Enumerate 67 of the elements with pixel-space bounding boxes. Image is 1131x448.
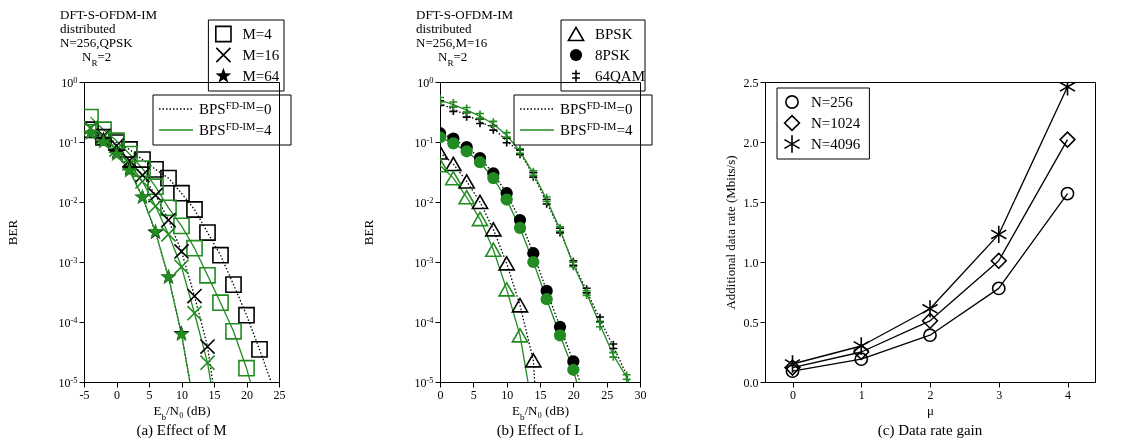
y-tick-label: 10$^{-5}$ <box>414 375 434 390</box>
text: distributed <box>60 21 117 36</box>
x-tick-label: 30 <box>634 387 647 402</box>
x-axis-title: E$_{b}$/N₀ (dB) <box>153 402 211 422</box>
y-tick-label: 10$^{-5}$ <box>58 375 78 390</box>
x-tick-label: 10 <box>176 387 188 402</box>
y-tick-label: 10$^{0}$ <box>61 75 78 90</box>
legend-label: N=1024 <box>811 115 861 131</box>
y-tick-label: 2.5 <box>743 75 759 90</box>
x-axis-title: E$_{b}$/N₀ (dB) <box>511 402 570 422</box>
y-tick-label: 1.0 <box>743 255 759 270</box>
legend-label: 64QAM <box>595 68 646 84</box>
text: (b) Effect of L <box>496 422 584 439</box>
legend-label: N=256 <box>811 94 854 110</box>
y-tick-label: 10$^{-3}$ <box>414 255 434 270</box>
x-tick-label: 5 <box>146 387 153 402</box>
y-tick-label: 10$^{-3}$ <box>58 255 78 270</box>
x-axis-title: μ <box>927 402 935 418</box>
x-tick-label: 20 <box>567 387 580 402</box>
text: N$_{R}$=2 <box>82 49 112 68</box>
x-tick-label: 15 <box>534 387 547 402</box>
legend-label: N=4096 <box>811 136 861 152</box>
y-tick-label: 10$^{-4}$ <box>58 315 79 330</box>
legend-label: BPS$^{FD-IM}$=0 <box>199 99 272 117</box>
y-tick-label: 2.0 <box>743 135 759 150</box>
x-tick-label: 10 <box>501 387 514 402</box>
text: DFT-S-OFDM-IM <box>60 7 158 22</box>
legend-label: M=64 <box>242 68 280 84</box>
y-tick-label: 0.5 <box>743 315 759 330</box>
x-tick-label: 0 <box>437 387 444 402</box>
y-axis-title: BER <box>5 219 21 246</box>
y-tick-label: 10$^{-2}$ <box>414 195 434 210</box>
legend-label: M=16 <box>242 47 280 63</box>
x-tick-label: 15 <box>208 387 221 402</box>
text: (a) Effect of M <box>136 422 227 439</box>
x-tick-label: 0 <box>790 387 796 402</box>
x-tick-label: 0 <box>114 387 120 402</box>
x-tick-label: 3 <box>996 387 1003 402</box>
y-tick-label: 10$^{-1}$ <box>58 135 78 150</box>
y-tick-label: 10$^{-1}$ <box>414 135 434 150</box>
text: (c) Data rate gain <box>877 422 983 439</box>
y-axis-title: BER <box>361 219 377 246</box>
legend-label: M=4 <box>242 26 273 42</box>
x-tick-label: 1 <box>858 387 865 402</box>
x-tick-label: 2 <box>927 387 934 402</box>
text: DFT-S-OFDM-IM <box>416 7 514 22</box>
x-tick-label: 20 <box>241 387 253 402</box>
legend-label: BPSK <box>595 26 633 42</box>
legend-label: BPS$^{FD-IM}$=0 <box>560 99 633 117</box>
text: N=256,M=16 <box>416 35 488 50</box>
legend-label: BPS$^{FD-IM}$=4 <box>199 120 272 138</box>
legend-label: 8PSK <box>595 47 631 63</box>
x-tick-label: 25 <box>601 387 614 402</box>
y-tick-label: 10$^{-2}$ <box>58 195 78 210</box>
y-axis-title: Additional data rate (Mbits/s) <box>722 155 738 310</box>
y-tick-label: 10$^{-4}$ <box>414 315 435 330</box>
text: N$_{R}$=2 <box>438 49 468 68</box>
text: N=256,QPSK <box>60 35 134 50</box>
y-tick-label: 1.5 <box>743 195 759 210</box>
y-tick-label: 0.0 <box>743 375 759 390</box>
y-tick-label: 10$^{0}$ <box>417 75 434 90</box>
x-tick-label: 25 <box>273 387 286 402</box>
x-tick-label: 4 <box>1065 387 1071 402</box>
x-tick-label: 5 <box>470 387 477 402</box>
text: distributed <box>416 21 473 36</box>
x-tick-label: -5 <box>79 387 90 402</box>
legend-label: BPS$^{FD-IM}$=4 <box>560 120 633 138</box>
